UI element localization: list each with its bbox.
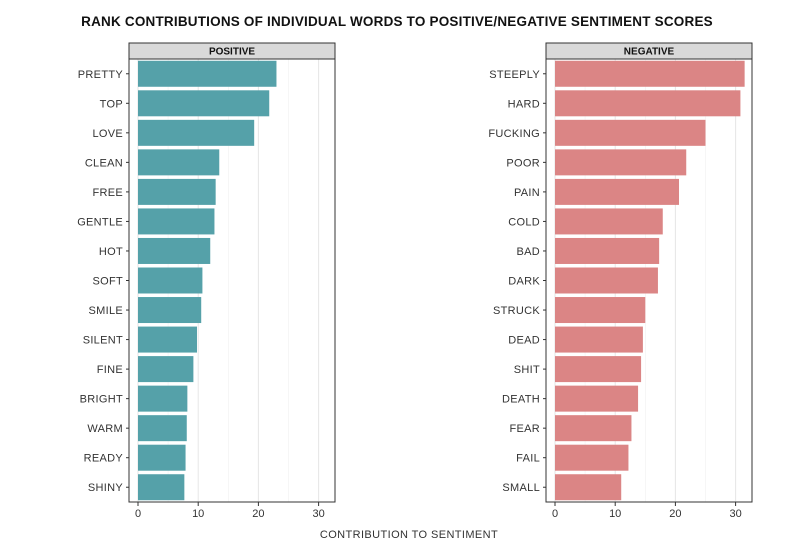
bar-steeply (555, 60, 745, 87)
category-label: SMALL (502, 482, 540, 494)
bar-top (138, 90, 270, 117)
bar-hard (555, 90, 741, 117)
x-tick-label: 10 (192, 508, 204, 520)
bar-fine (138, 356, 194, 383)
panel-strip-label: POSITIVE (209, 47, 255, 58)
category-label: SOFT (92, 276, 123, 288)
category-label: WARM (87, 423, 123, 435)
category-label: DEATH (502, 394, 540, 406)
bar-smile (138, 297, 202, 324)
bar-fail (555, 444, 629, 471)
bar-bright (138, 385, 188, 412)
category-label: TOP (100, 98, 123, 110)
bar-silent (138, 326, 197, 353)
category-label: COLD (508, 216, 540, 228)
bar-fucking (555, 119, 706, 146)
bar-dead (555, 326, 643, 353)
x-tick-label: 30 (312, 508, 324, 520)
x-tick-label: 20 (669, 508, 681, 520)
category-label: HOT (99, 246, 123, 258)
bar-pain (555, 178, 680, 205)
x-tick-label: 0 (135, 508, 141, 520)
bar-cold (555, 208, 663, 235)
bar-struck (555, 297, 646, 324)
bar-ready (138, 444, 186, 471)
bar-soft (138, 267, 203, 294)
category-label: DEAD (508, 335, 540, 347)
bar-shiny (138, 474, 185, 501)
bar-clean (138, 149, 220, 176)
category-label: PRETTY (78, 69, 124, 81)
panel-positive: POSITIVE PRETTY TOP LOVE CLEAN FREE GENTLE HOT S… (77, 42, 336, 520)
category-label: READY (84, 453, 124, 465)
x-tick-label: 10 (609, 508, 621, 520)
category-label: DARK (508, 276, 540, 288)
bar-free (138, 178, 216, 205)
panel-negative: NEGATIVE STEEPLY HARD FUCKING POOR PAIN COLD BA… (488, 42, 753, 520)
category-label: SHIT (514, 364, 540, 376)
chart-panels: POSITIVE PRETTY TOP LOVE CLEAN FREE GENTLE HOT S… (77, 42, 753, 520)
category-label: PAIN (514, 187, 540, 199)
bar-gentle (138, 208, 215, 235)
bar-small (555, 474, 622, 501)
bar-fear (555, 415, 632, 442)
category-label: FREE (92, 187, 123, 199)
bar-poor (555, 149, 687, 176)
bar-warm (138, 415, 187, 442)
x-tick-label: 20 (252, 508, 264, 520)
category-label: SHINY (88, 482, 123, 494)
panel-strip-label: NEGATIVE (624, 47, 675, 58)
panel-border (545, 58, 753, 503)
chart-title: RANK CONTRIBUTIONS OF INDIVIDUAL WORDS T… (81, 14, 713, 29)
bar-pretty (138, 60, 277, 87)
bar-hot (138, 237, 211, 264)
x-axis-title: CONTRIBUTION TO SENTIMENT (320, 529, 498, 541)
category-label: STRUCK (493, 305, 540, 317)
category-label: GENTLE (77, 216, 123, 228)
category-label: SILENT (83, 335, 123, 347)
x-tick-label: 0 (552, 508, 558, 520)
category-label: FUCKING (488, 128, 540, 140)
bar-bad (555, 237, 660, 264)
category-label: CLEAN (85, 157, 123, 169)
category-label: LOVE (92, 128, 123, 140)
category-label: STEEPLY (489, 69, 540, 81)
category-label: HARD (508, 98, 540, 110)
category-label: BAD (516, 246, 540, 258)
bar-dark (555, 267, 658, 294)
category-label: POOR (506, 157, 540, 169)
category-label: FEAR (509, 423, 540, 435)
category-label: BRIGHT (80, 394, 123, 406)
category-label: FINE (97, 364, 123, 376)
bar-shit (555, 356, 642, 383)
panel-border (128, 58, 336, 503)
bar-love (138, 119, 255, 146)
category-label: FAIL (516, 453, 540, 465)
bar-death (555, 385, 639, 412)
category-label: SMILE (88, 305, 123, 317)
x-tick-label: 30 (729, 508, 741, 520)
